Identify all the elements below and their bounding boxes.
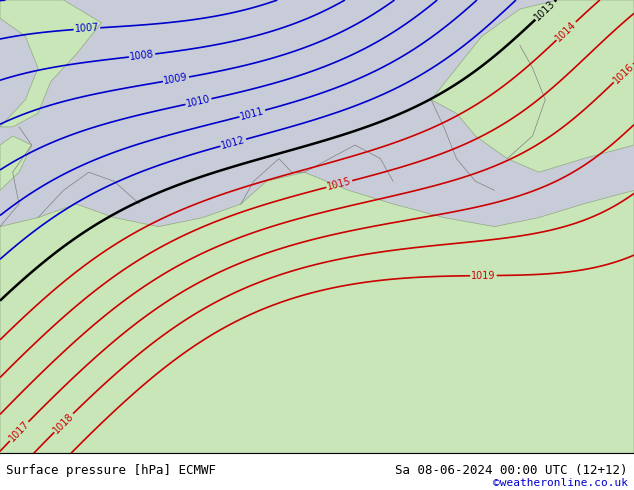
Text: 1013: 1013	[533, 0, 557, 23]
Text: 1009: 1009	[163, 72, 189, 86]
Text: 1016: 1016	[611, 61, 634, 85]
Text: 1018: 1018	[51, 411, 76, 435]
Text: Sa 08-06-2024 00:00 UTC (12+12): Sa 08-06-2024 00:00 UTC (12+12)	[395, 464, 628, 477]
Polygon shape	[0, 0, 101, 127]
Text: 1008: 1008	[129, 49, 155, 62]
Text: 1011: 1011	[239, 105, 266, 122]
Text: 1014: 1014	[554, 19, 578, 43]
Text: 1007: 1007	[74, 23, 100, 34]
Text: 1012: 1012	[220, 135, 247, 151]
Text: 1015: 1015	[326, 176, 353, 192]
Text: ©weatheronline.co.uk: ©weatheronline.co.uk	[493, 478, 628, 488]
Polygon shape	[0, 136, 32, 191]
Polygon shape	[431, 0, 634, 172]
Polygon shape	[0, 172, 634, 453]
Text: 1010: 1010	[185, 94, 212, 109]
Text: 1019: 1019	[471, 270, 496, 281]
Text: 1017: 1017	[7, 419, 31, 443]
Text: Surface pressure [hPa] ECMWF: Surface pressure [hPa] ECMWF	[6, 464, 216, 477]
